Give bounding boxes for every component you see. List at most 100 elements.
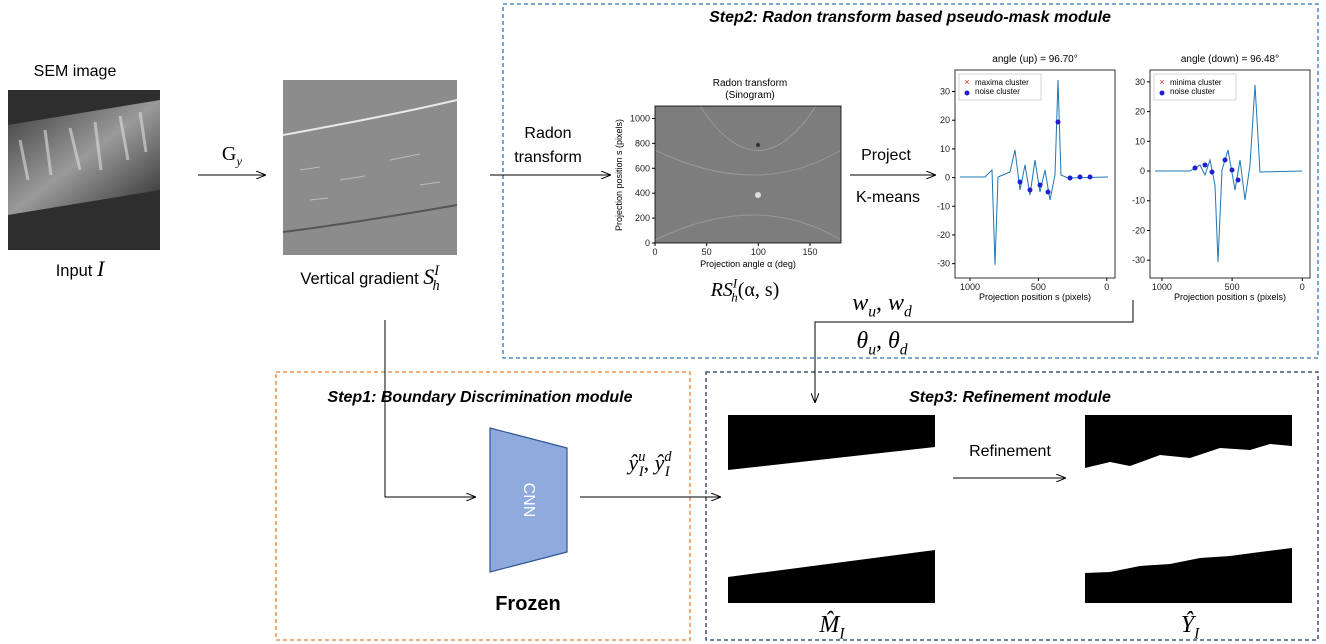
math-label: wu​, wd​ — [852, 290, 912, 321]
legend-box — [1153, 73, 1237, 101]
pseudo-mask — [728, 415, 935, 603]
x-tick-label: 100 — [751, 247, 766, 257]
y-tick-label: 10 — [940, 144, 950, 154]
legend-marker — [1159, 90, 1165, 96]
y-axis-label: Projection position s (pixels) — [614, 119, 624, 231]
x-tick-label: 50 — [702, 247, 712, 257]
math-base: w — [888, 290, 904, 316]
step1-title: Step1: Boundary Discrimination module — [328, 389, 633, 406]
math-sup: I — [433, 263, 440, 279]
math-base: S — [423, 264, 434, 289]
input-title: SEM image — [34, 63, 117, 80]
cnn-label: CNN — [520, 483, 537, 518]
y-tick-label: -10 — [937, 201, 950, 211]
y-tick-label: 0 — [945, 173, 950, 183]
x-tick-label: 0 — [1104, 282, 1109, 292]
sinogram-image — [654, 105, 842, 243]
y-tick-label: -20 — [937, 230, 950, 240]
projection-curve — [960, 79, 1109, 266]
label-text: Input — [56, 262, 97, 280]
gradient-image — [282, 80, 458, 255]
refined-mask — [1085, 415, 1292, 603]
math-label: Input I — [56, 256, 106, 281]
x-axis-label: Projection position s (pixels) — [1174, 292, 1286, 302]
y-tick-label: -30 — [937, 259, 950, 269]
math-base: G — [222, 143, 236, 165]
y-tick-label: 10 — [1135, 136, 1145, 146]
math-sub: I — [664, 464, 671, 480]
math-sup: I — [732, 276, 738, 291]
x-axis-label: Projection angle α (deg) — [700, 259, 796, 269]
sem-image — [8, 90, 160, 250]
y-tick-label: 400 — [635, 188, 650, 198]
math-sup: d — [664, 449, 672, 465]
step2-title: Step2: Radon transform based pseudo-mask… — [709, 9, 1111, 26]
refinement-label: Refinement — [969, 443, 1051, 460]
x-axis-label: Projection position s (pixels) — [979, 292, 1091, 302]
math-sub: u — [868, 342, 876, 359]
math-sub: h — [432, 278, 439, 294]
x-tick-label: 0 — [652, 247, 657, 257]
y-tick-label: -10 — [1132, 196, 1145, 206]
math-tail: , — [876, 328, 888, 354]
math-label: Gy​ — [222, 143, 242, 169]
math-base: ŷ — [626, 450, 638, 475]
arrows — [198, 175, 1134, 497]
x-tick-label: 1000 — [1152, 282, 1172, 292]
legend-marker: × — [964, 77, 969, 87]
cluster-points — [1017, 119, 1093, 195]
y-tick-label: -30 — [1132, 255, 1145, 265]
math-base: RS — [710, 279, 733, 301]
plot-frame — [1149, 69, 1311, 279]
cluster-points — [1192, 157, 1241, 183]
legend-marker: × — [1159, 77, 1164, 87]
legend-label: noise cluster — [1170, 87, 1215, 96]
y-tick-label: 30 — [1135, 77, 1145, 87]
radon-arrow-label: Radon — [524, 125, 571, 142]
legend-box — [958, 73, 1042, 101]
math-base: θ — [856, 328, 868, 354]
project-arrow-label: Project — [861, 147, 911, 164]
projection-curve — [1155, 84, 1303, 263]
y-tick-label: 600 — [635, 163, 650, 173]
math-sub: d — [900, 342, 908, 359]
y-tick-label: 30 — [940, 87, 950, 97]
math-base: θ — [888, 328, 900, 354]
x-tick-label: 0 — [1300, 282, 1305, 292]
step1-box — [275, 371, 691, 641]
y-tick-label: 800 — [635, 138, 650, 148]
math-sup: u — [638, 449, 645, 465]
math-sub: y — [234, 154, 242, 169]
math-label: ŷuI​, ŷdI​ — [626, 449, 672, 480]
math-label: Vertical gradient SIh​ — [300, 263, 440, 294]
math-base: M̂ — [818, 611, 841, 638]
cnn-block — [489, 427, 568, 573]
label-text: Vertical gradient — [300, 270, 423, 288]
y-tick-label: 20 — [1135, 107, 1145, 117]
math-sub: I — [638, 464, 645, 480]
x-tick-label: 500 — [1225, 282, 1240, 292]
x-tick-label: 500 — [1031, 282, 1046, 292]
legend-label: noise cluster — [975, 87, 1020, 96]
legend-marker — [964, 90, 970, 96]
sinogram-title: (Sinogram) — [725, 90, 774, 101]
y-tick-label: 0 — [1140, 166, 1145, 176]
math-label: θu​, θd​ — [856, 328, 907, 359]
math-base: I — [96, 256, 106, 281]
x-tick-label: 150 — [802, 247, 817, 257]
y-tick-label: 20 — [940, 115, 950, 125]
math-base: ŷ — [653, 450, 665, 475]
math-sub: I — [838, 626, 845, 643]
math-label: M̂I​ — [818, 611, 845, 643]
math-tail: , — [876, 290, 888, 316]
step3-title: Step3: Refinement module — [909, 389, 1111, 406]
y-tick-label: 1000 — [630, 113, 650, 123]
sinogram-title: Radon transform — [713, 78, 787, 89]
step3-box — [705, 371, 1319, 641]
math-tail: , — [644, 450, 655, 475]
math-sub: d — [904, 304, 912, 321]
legend-label: minima cluster — [1170, 78, 1222, 87]
math-sub: I — [1193, 626, 1200, 643]
